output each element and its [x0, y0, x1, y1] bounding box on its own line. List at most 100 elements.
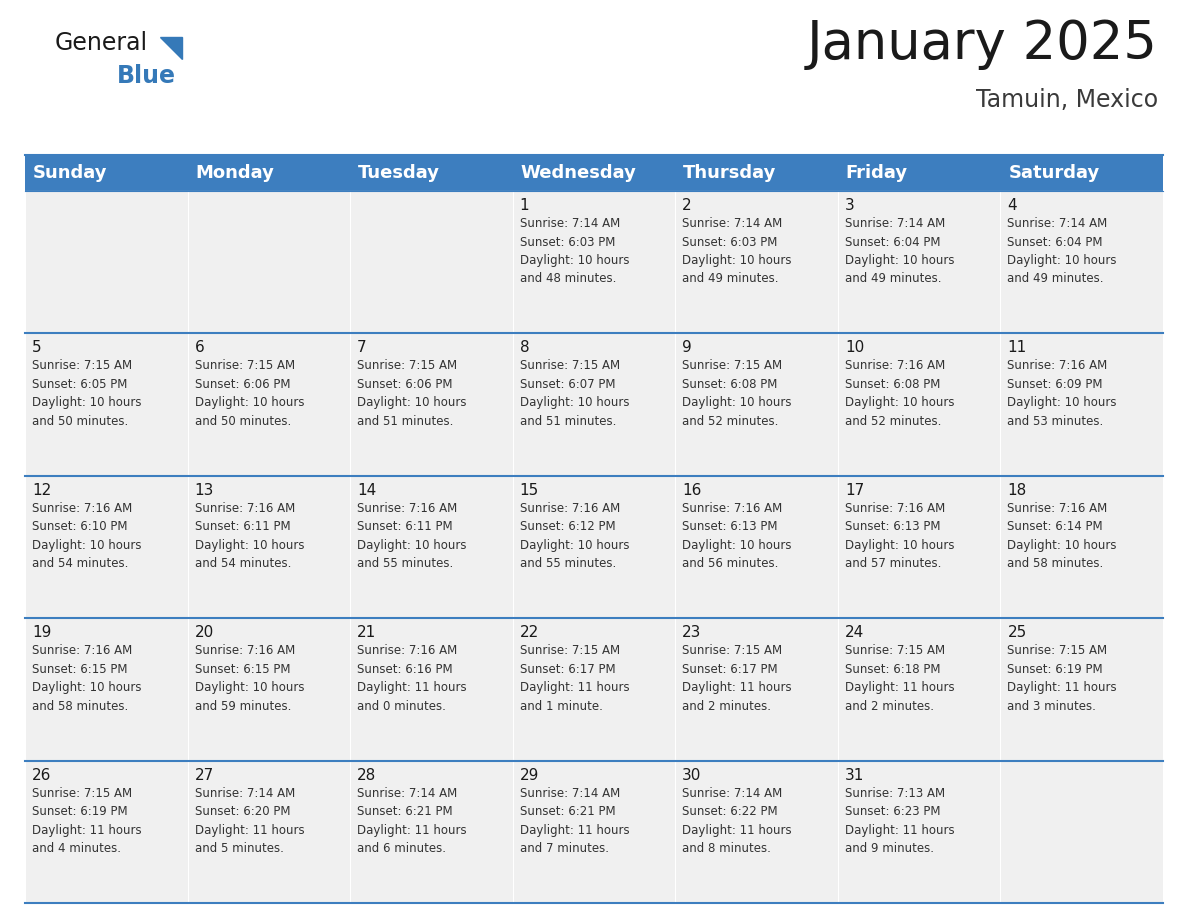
- Text: 13: 13: [195, 483, 214, 498]
- Bar: [188, 618, 350, 761]
- Bar: [675, 761, 838, 903]
- Text: Sunrise: 7:15 AM
Sunset: 6:08 PM
Daylight: 10 hours
and 52 minutes.: Sunrise: 7:15 AM Sunset: 6:08 PM Dayligh…: [682, 360, 791, 428]
- Text: 8: 8: [519, 341, 530, 355]
- Bar: [25, 476, 188, 618]
- Bar: [1000, 191, 1163, 333]
- Bar: [513, 476, 675, 618]
- Text: 23: 23: [682, 625, 702, 640]
- Text: Sunrise: 7:15 AM
Sunset: 6:19 PM
Daylight: 11 hours
and 4 minutes.: Sunrise: 7:15 AM Sunset: 6:19 PM Dayligh…: [32, 787, 141, 855]
- Text: 3: 3: [845, 198, 854, 213]
- Bar: [838, 476, 1000, 618]
- Text: Sunrise: 7:14 AM
Sunset: 6:20 PM
Daylight: 11 hours
and 5 minutes.: Sunrise: 7:14 AM Sunset: 6:20 PM Dayligh…: [195, 787, 304, 855]
- Bar: [1000, 761, 1163, 903]
- Polygon shape: [160, 37, 182, 59]
- Text: Sunrise: 7:16 AM
Sunset: 6:08 PM
Daylight: 10 hours
and 52 minutes.: Sunrise: 7:16 AM Sunset: 6:08 PM Dayligh…: [845, 360, 954, 428]
- Text: 12: 12: [32, 483, 51, 498]
- Bar: [675, 618, 838, 761]
- Text: Sunrise: 7:16 AM
Sunset: 6:15 PM
Daylight: 10 hours
and 59 minutes.: Sunrise: 7:16 AM Sunset: 6:15 PM Dayligh…: [195, 644, 304, 712]
- Text: Blue: Blue: [116, 64, 176, 88]
- Text: Sunrise: 7:14 AM
Sunset: 6:03 PM
Daylight: 10 hours
and 48 minutes.: Sunrise: 7:14 AM Sunset: 6:03 PM Dayligh…: [519, 217, 630, 285]
- Text: Thursday: Thursday: [683, 164, 777, 182]
- Bar: [838, 618, 1000, 761]
- Text: 10: 10: [845, 341, 864, 355]
- Text: Saturday: Saturday: [1009, 164, 1100, 182]
- Text: Sunrise: 7:15 AM
Sunset: 6:17 PM
Daylight: 11 hours
and 1 minute.: Sunrise: 7:15 AM Sunset: 6:17 PM Dayligh…: [519, 644, 630, 712]
- Text: Sunrise: 7:16 AM
Sunset: 6:12 PM
Daylight: 10 hours
and 55 minutes.: Sunrise: 7:16 AM Sunset: 6:12 PM Dayligh…: [519, 502, 630, 570]
- Text: Sunrise: 7:14 AM
Sunset: 6:21 PM
Daylight: 11 hours
and 7 minutes.: Sunrise: 7:14 AM Sunset: 6:21 PM Dayligh…: [519, 787, 630, 855]
- Text: Sunrise: 7:14 AM
Sunset: 6:22 PM
Daylight: 11 hours
and 8 minutes.: Sunrise: 7:14 AM Sunset: 6:22 PM Dayligh…: [682, 787, 792, 855]
- Text: Sunrise: 7:16 AM
Sunset: 6:13 PM
Daylight: 10 hours
and 56 minutes.: Sunrise: 7:16 AM Sunset: 6:13 PM Dayligh…: [682, 502, 791, 570]
- Bar: [1000, 618, 1163, 761]
- Bar: [188, 476, 350, 618]
- Bar: [25, 333, 188, 476]
- Text: 22: 22: [519, 625, 539, 640]
- Text: 26: 26: [32, 767, 51, 783]
- Bar: [838, 155, 1000, 191]
- Text: Sunrise: 7:14 AM
Sunset: 6:04 PM
Daylight: 10 hours
and 49 minutes.: Sunrise: 7:14 AM Sunset: 6:04 PM Dayligh…: [1007, 217, 1117, 285]
- Text: 6: 6: [195, 341, 204, 355]
- Bar: [1000, 333, 1163, 476]
- Text: 17: 17: [845, 483, 864, 498]
- Text: 14: 14: [358, 483, 377, 498]
- Bar: [350, 476, 513, 618]
- Bar: [513, 155, 675, 191]
- Text: Sunrise: 7:14 AM
Sunset: 6:21 PM
Daylight: 11 hours
and 6 minutes.: Sunrise: 7:14 AM Sunset: 6:21 PM Dayligh…: [358, 787, 467, 855]
- Bar: [838, 333, 1000, 476]
- Bar: [1000, 155, 1163, 191]
- Bar: [188, 155, 350, 191]
- Text: 5: 5: [32, 341, 42, 355]
- Text: 25: 25: [1007, 625, 1026, 640]
- Text: Sunrise: 7:16 AM
Sunset: 6:11 PM
Daylight: 10 hours
and 55 minutes.: Sunrise: 7:16 AM Sunset: 6:11 PM Dayligh…: [358, 502, 467, 570]
- Bar: [188, 333, 350, 476]
- Text: Sunrise: 7:14 AM
Sunset: 6:04 PM
Daylight: 10 hours
and 49 minutes.: Sunrise: 7:14 AM Sunset: 6:04 PM Dayligh…: [845, 217, 954, 285]
- Text: Sunrise: 7:16 AM
Sunset: 6:13 PM
Daylight: 10 hours
and 57 minutes.: Sunrise: 7:16 AM Sunset: 6:13 PM Dayligh…: [845, 502, 954, 570]
- Text: 21: 21: [358, 625, 377, 640]
- Bar: [513, 618, 675, 761]
- Text: Tuesday: Tuesday: [358, 164, 440, 182]
- Text: 27: 27: [195, 767, 214, 783]
- Text: 16: 16: [682, 483, 702, 498]
- Text: 1: 1: [519, 198, 530, 213]
- Bar: [513, 761, 675, 903]
- Text: Tamuin, Mexico: Tamuin, Mexico: [975, 88, 1158, 112]
- Text: 4: 4: [1007, 198, 1017, 213]
- Text: 20: 20: [195, 625, 214, 640]
- Text: 7: 7: [358, 341, 367, 355]
- Text: Friday: Friday: [846, 164, 908, 182]
- Bar: [675, 333, 838, 476]
- Text: Monday: Monday: [196, 164, 274, 182]
- Text: Sunrise: 7:13 AM
Sunset: 6:23 PM
Daylight: 11 hours
and 9 minutes.: Sunrise: 7:13 AM Sunset: 6:23 PM Dayligh…: [845, 787, 954, 855]
- Bar: [25, 191, 188, 333]
- Text: 31: 31: [845, 767, 864, 783]
- Bar: [188, 191, 350, 333]
- Bar: [350, 761, 513, 903]
- Text: 2: 2: [682, 198, 691, 213]
- Text: 15: 15: [519, 483, 539, 498]
- Bar: [350, 618, 513, 761]
- Bar: [1000, 476, 1163, 618]
- Text: Sunrise: 7:16 AM
Sunset: 6:09 PM
Daylight: 10 hours
and 53 minutes.: Sunrise: 7:16 AM Sunset: 6:09 PM Dayligh…: [1007, 360, 1117, 428]
- Bar: [25, 761, 188, 903]
- Text: January 2025: January 2025: [807, 18, 1158, 70]
- Text: Sunrise: 7:15 AM
Sunset: 6:18 PM
Daylight: 11 hours
and 2 minutes.: Sunrise: 7:15 AM Sunset: 6:18 PM Dayligh…: [845, 644, 954, 712]
- Text: Sunday: Sunday: [33, 164, 107, 182]
- Text: Sunrise: 7:15 AM
Sunset: 6:17 PM
Daylight: 11 hours
and 2 minutes.: Sunrise: 7:15 AM Sunset: 6:17 PM Dayligh…: [682, 644, 792, 712]
- Text: 30: 30: [682, 767, 702, 783]
- Bar: [25, 618, 188, 761]
- Bar: [513, 191, 675, 333]
- Bar: [675, 476, 838, 618]
- Bar: [188, 761, 350, 903]
- Text: Sunrise: 7:16 AM
Sunset: 6:16 PM
Daylight: 11 hours
and 0 minutes.: Sunrise: 7:16 AM Sunset: 6:16 PM Dayligh…: [358, 644, 467, 712]
- Text: Sunrise: 7:15 AM
Sunset: 6:07 PM
Daylight: 10 hours
and 51 minutes.: Sunrise: 7:15 AM Sunset: 6:07 PM Dayligh…: [519, 360, 630, 428]
- Text: Sunrise: 7:16 AM
Sunset: 6:11 PM
Daylight: 10 hours
and 54 minutes.: Sunrise: 7:16 AM Sunset: 6:11 PM Dayligh…: [195, 502, 304, 570]
- Text: Sunrise: 7:15 AM
Sunset: 6:06 PM
Daylight: 10 hours
and 50 minutes.: Sunrise: 7:15 AM Sunset: 6:06 PM Dayligh…: [195, 360, 304, 428]
- Bar: [350, 333, 513, 476]
- Bar: [675, 155, 838, 191]
- Text: Sunrise: 7:15 AM
Sunset: 6:05 PM
Daylight: 10 hours
and 50 minutes.: Sunrise: 7:15 AM Sunset: 6:05 PM Dayligh…: [32, 360, 141, 428]
- Bar: [350, 155, 513, 191]
- Bar: [675, 191, 838, 333]
- Text: Sunrise: 7:16 AM
Sunset: 6:15 PM
Daylight: 10 hours
and 58 minutes.: Sunrise: 7:16 AM Sunset: 6:15 PM Dayligh…: [32, 644, 141, 712]
- Bar: [350, 191, 513, 333]
- Text: 28: 28: [358, 767, 377, 783]
- Text: Sunrise: 7:14 AM
Sunset: 6:03 PM
Daylight: 10 hours
and 49 minutes.: Sunrise: 7:14 AM Sunset: 6:03 PM Dayligh…: [682, 217, 791, 285]
